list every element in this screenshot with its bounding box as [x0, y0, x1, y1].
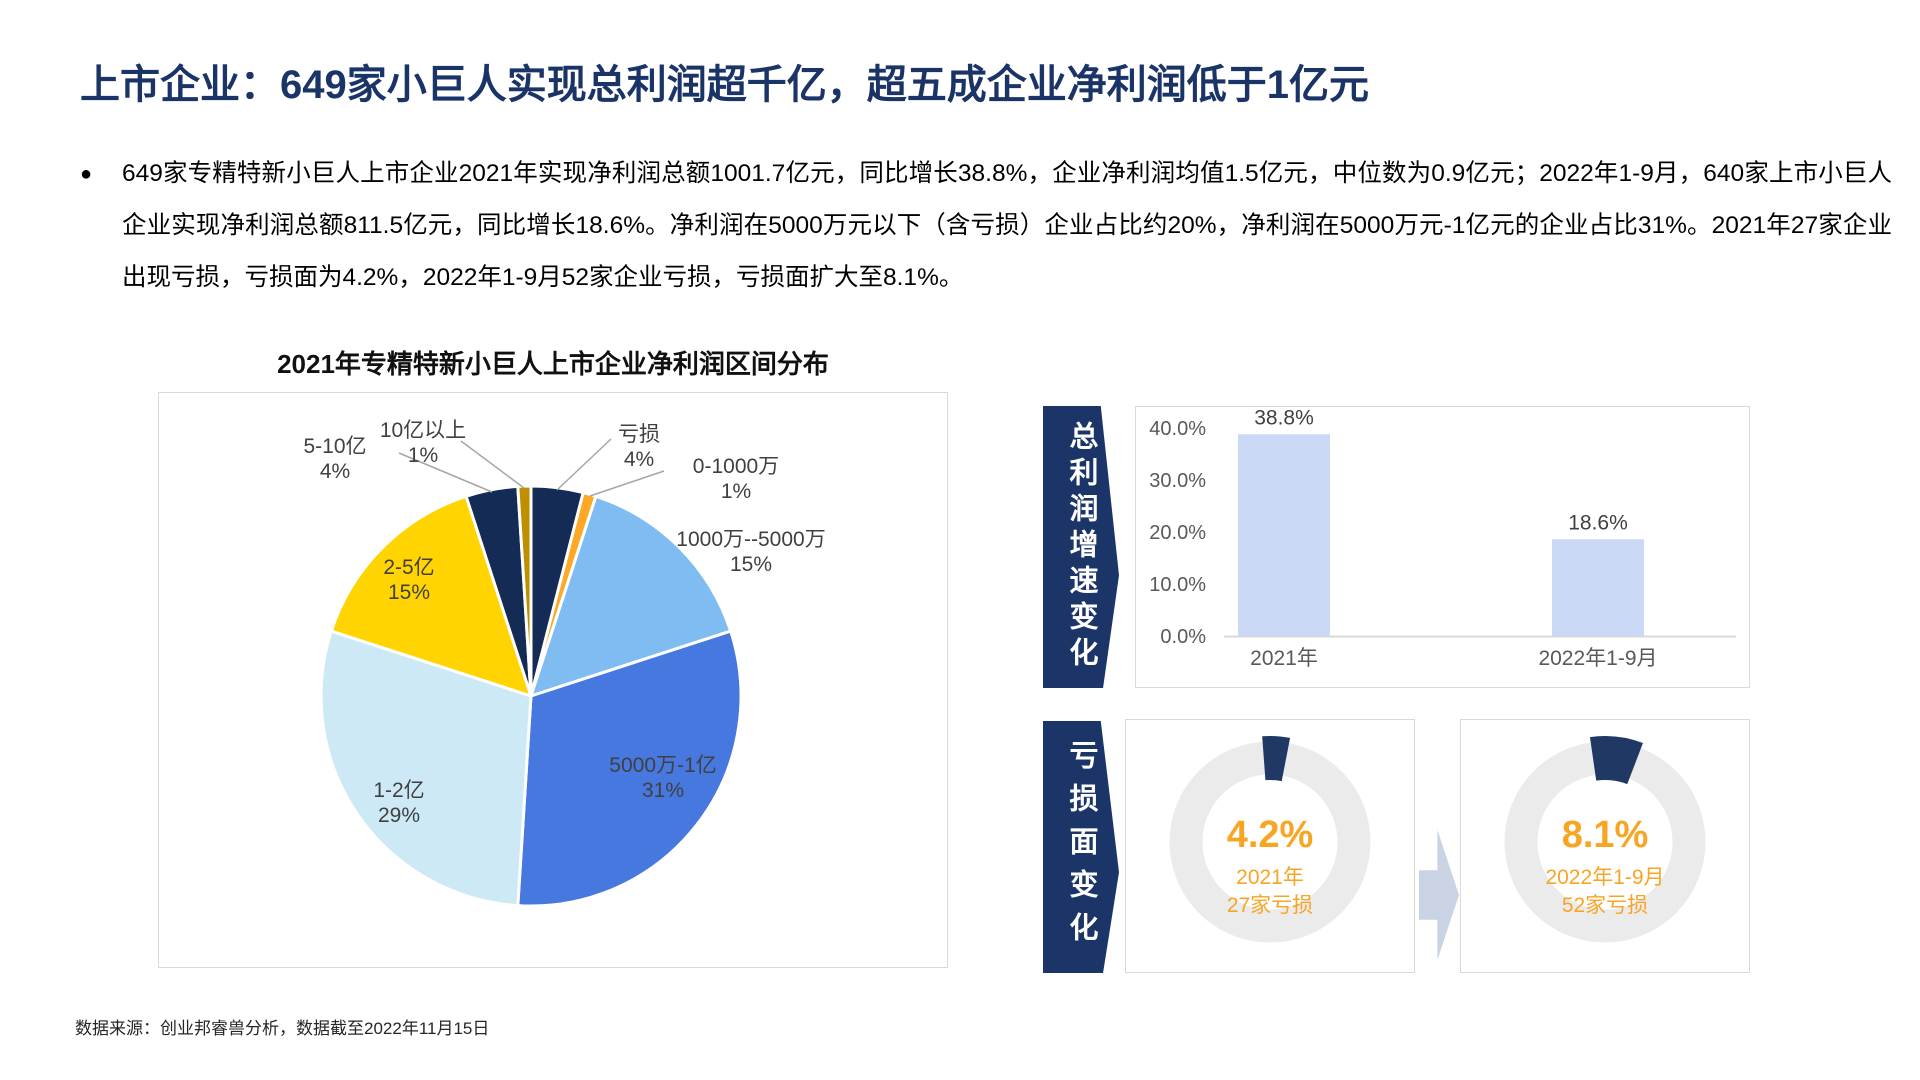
page-title: 上市企业：649家小巨人实现总利润超千亿，超五成企业净利润低于1亿元 [80, 63, 1369, 107]
pie-chart-title: 2021年专精特新小巨人上市企业净利润区间分布 [277, 349, 829, 379]
pie-slice-label: 5000万-1亿 [609, 754, 716, 777]
y-tick-label: 20.0% [1149, 522, 1206, 544]
bar-value-label: 18.6% [1568, 511, 1628, 534]
y-tick-label: 40.0% [1149, 418, 1206, 440]
donut-caption-line2: 27家亏损 [1227, 894, 1313, 917]
donut-segment [1262, 735, 1291, 782]
bar-chart-panel: 40.0% 30.0% 20.0% 10.0% 0.0% 38.8% 2021年 18.6% 2… [1135, 406, 1750, 688]
bullet-text: 649家专精特新小巨人上市企业2021年实现净利润总额1001.7亿元，同比增长… [122, 160, 1892, 291]
pie-chart: 亏损4% 0-1000万1%1000万--5000万15%5000万-1亿31%1… [303, 419, 826, 908]
pie-slice-pct: 4% [624, 448, 654, 471]
bar-category-label: 2021年 [1250, 647, 1318, 670]
pie-slice-label: 5-10亿 [303, 435, 366, 458]
pie-slice [516, 484, 533, 698]
donut-caption-line1: 2021年 [1236, 866, 1304, 889]
bar-value-label: 38.8% [1254, 407, 1314, 429]
y-tick-label: 10.0% [1149, 574, 1206, 596]
bullet-dot: ● [80, 163, 93, 185]
bar-category-label: 2022年1-9月 [1538, 647, 1657, 670]
bar [1552, 539, 1644, 636]
donut-chart-2021: 4.2% 2021年 27家亏损 [1169, 735, 1371, 943]
pie-slice-pct: 15% [388, 581, 430, 604]
pie-chart-panel: 亏损 4% 0-1000万 1% 1000万--5000万 15% 5000万-1亿 31% 1… [158, 392, 948, 968]
transition-arrow-icon [1419, 830, 1459, 960]
section-banner-profit-growth: 总利润增速变化 [1043, 406, 1119, 688]
leader-line [398, 452, 493, 493]
pie-slice-pct: 31% [642, 779, 684, 802]
section-banner-loss-ratio: 亏损面变化 [1043, 721, 1119, 973]
pie-slice [319, 629, 533, 908]
donut-caption-line2: 52家亏损 [1562, 894, 1648, 917]
pie-slice-label: 亏损 [618, 423, 660, 446]
section-banner-loss-ratio-label: 亏损面变化 [1065, 739, 1097, 955]
pie-slice-label: 10亿以上 [380, 419, 466, 442]
pie-slice-pct: 15% [730, 553, 772, 576]
y-tick-label: 0.0% [1160, 626, 1206, 648]
pie-slice-pct: 1% [408, 444, 438, 467]
donut-caption-line1: 2022年1-9月 [1545, 866, 1664, 889]
section-banner-profit-growth-label: 总利润增速变化 [1065, 421, 1097, 673]
donut-panel-2022: 8.1% 2022年1-9月 52家亏损 [1460, 719, 1750, 973]
bar-chart: 40.0% 30.0% 20.0% 10.0% 0.0% 38.8% 2021年 18.6% 2… [1149, 407, 1736, 670]
donut-value: 8.1% [1562, 814, 1649, 856]
source-note: 数据来源：创业邦睿兽分析，数据截至2022年11月15日 [75, 1019, 490, 1038]
leader-line [556, 438, 612, 491]
leader-line [589, 470, 665, 497]
y-tick-label: 30.0% [1149, 470, 1206, 492]
donut-value: 4.2% [1227, 814, 1314, 856]
pie-slice-pct: 29% [378, 804, 420, 827]
pie-slice-label: 0-1000万 [693, 455, 779, 478]
pie-slice-label: 1000万--5000万 [676, 528, 825, 551]
bullet-item: ● 649家专精特新小巨人上市企业2021年实现净利润总额1001.7亿元，同比… [80, 148, 1892, 304]
donut-segment [1589, 736, 1643, 785]
leader-line [460, 440, 525, 489]
donut-chart-2022: 8.1% 2022年1-9月 52家亏损 [1504, 736, 1706, 943]
pie-slice-pct: 1% [721, 480, 751, 503]
pie-slice [516, 629, 743, 908]
pie-slice-pct: 4% [320, 460, 350, 483]
donut-panel-2021: 4.2% 2021年 27家亏损 [1125, 719, 1415, 973]
pie-slice-label: 1-2亿 [373, 779, 424, 802]
bar [1238, 434, 1330, 636]
pie-slice-label: 2-5亿 [383, 556, 434, 579]
